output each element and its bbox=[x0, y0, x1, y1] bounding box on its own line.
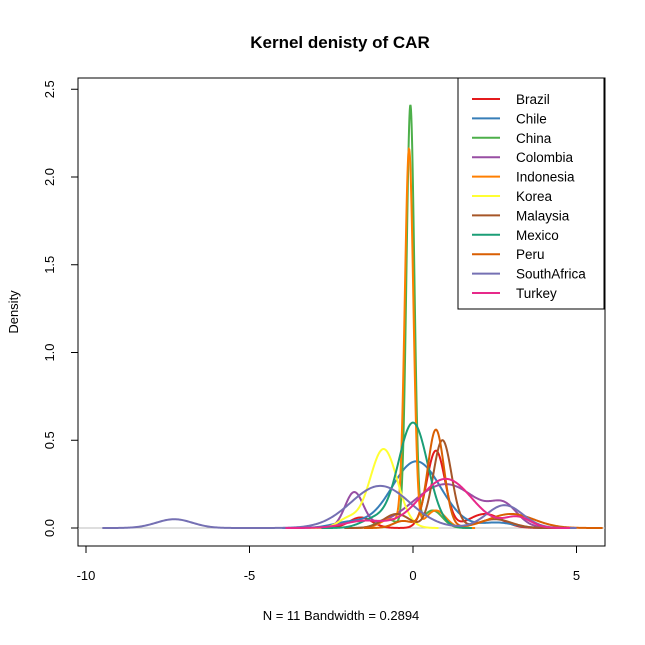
y-tick-label: 1.0 bbox=[42, 343, 57, 361]
y-axis: 0.0 0.5 1.0 1.5 2.0 2.5 bbox=[42, 80, 79, 537]
y-tick-label: 1.5 bbox=[42, 256, 57, 274]
legend-label: SouthAfrica bbox=[516, 267, 586, 282]
chart-title: Kernel denisty of CAR bbox=[250, 33, 429, 52]
x-tick-label: 0 bbox=[409, 568, 416, 583]
legend: Brazil Chile China Colombia Indonesia Korea Ma… bbox=[457, 77, 605, 310]
y-tick-label: 0.5 bbox=[42, 431, 57, 449]
y-tick-label: 2.0 bbox=[42, 168, 57, 186]
y-tick-label: 2.5 bbox=[42, 80, 57, 98]
legend-label: Korea bbox=[516, 189, 553, 204]
legend-box bbox=[457, 77, 605, 310]
x-tick-label: -10 bbox=[77, 568, 96, 583]
legend-label: Colombia bbox=[516, 150, 574, 165]
legend-label: Peru bbox=[516, 247, 545, 262]
density-curve-southafrica bbox=[102, 484, 577, 529]
legend-label: Indonesia bbox=[516, 170, 575, 185]
density-curve-mexico bbox=[321, 421, 472, 529]
x-tick-label: 5 bbox=[573, 568, 580, 583]
legend-label: China bbox=[516, 131, 552, 146]
x-axis-label: N = 11 Bandwidth = 0.2894 bbox=[263, 608, 420, 623]
legend-label: Brazil bbox=[516, 92, 550, 107]
y-tick-label: 0.0 bbox=[42, 519, 57, 537]
density-curve-turkey bbox=[285, 477, 570, 529]
legend-label: Malaysia bbox=[516, 208, 570, 223]
y-axis-label: Density bbox=[6, 290, 21, 334]
x-axis: -10 -5 0 5 bbox=[77, 545, 580, 583]
series-layer bbox=[102, 104, 603, 529]
legend-label: Mexico bbox=[516, 228, 559, 243]
legend-label: Turkey bbox=[516, 286, 557, 301]
x-tick-label: -5 bbox=[244, 568, 256, 583]
legend-label: Chile bbox=[516, 111, 547, 126]
